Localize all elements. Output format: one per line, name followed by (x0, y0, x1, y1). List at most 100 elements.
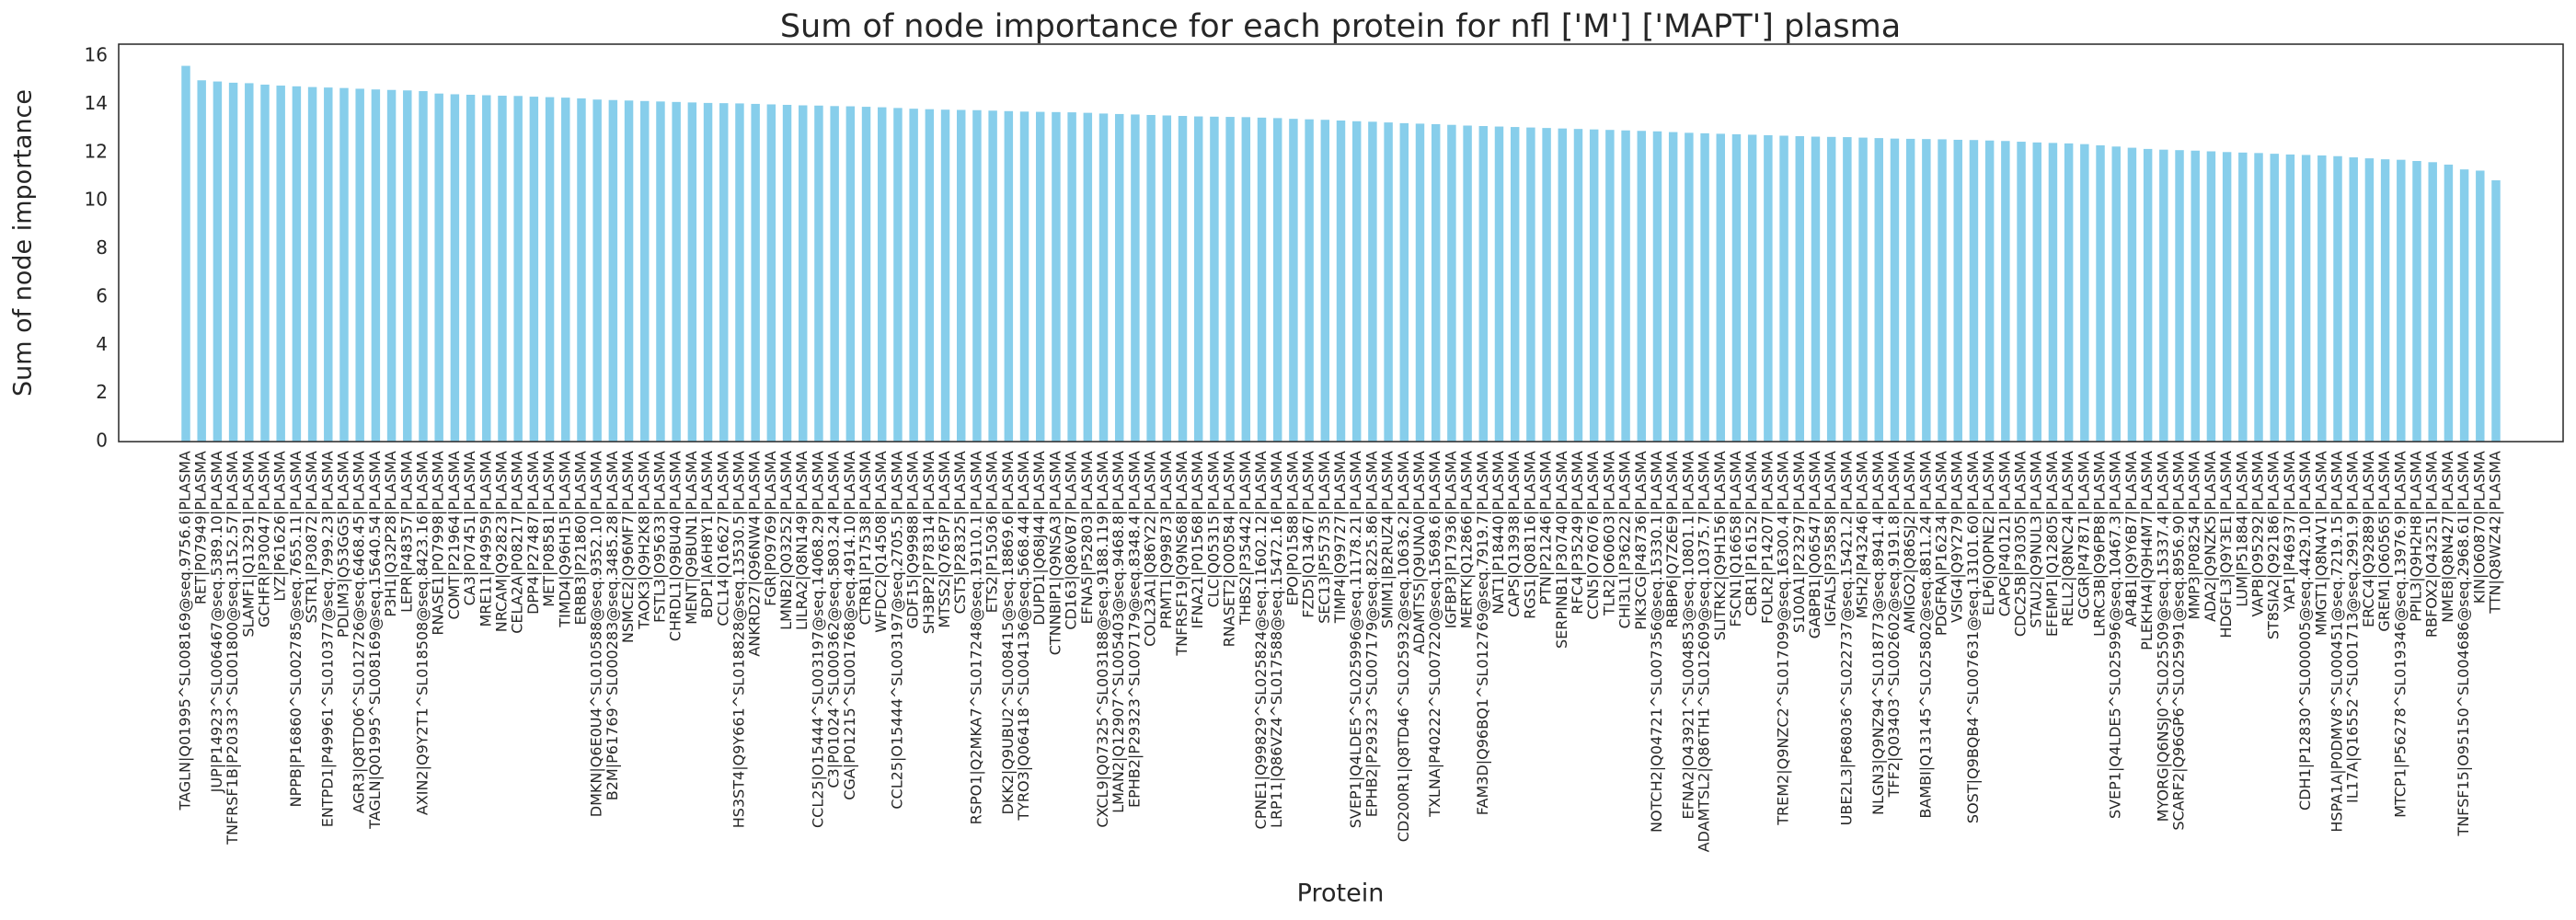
y-tick-label: 2 (96, 381, 108, 403)
x-tick-label: ADAMTSL2|Q86TH1^SL012609@seq.10375.7|PLA… (1696, 451, 1713, 852)
x-tick-label: MMP3|P08254|PLASMA (2186, 451, 2203, 620)
x-tick-label: TIMP4|Q99727|PLASMA (1331, 451, 1349, 624)
bar (1289, 119, 1298, 442)
bar (1052, 111, 1061, 442)
bar (260, 84, 270, 443)
x-tick-label: ANKRD27|Q96NW4|PLASMA (746, 451, 764, 657)
bar (1351, 121, 1362, 443)
bar (592, 99, 602, 442)
bar (1098, 113, 1109, 443)
bar (1526, 127, 1535, 442)
bar (2048, 143, 2058, 442)
bar (1731, 133, 1742, 443)
x-tick-label: NAT1|P18440|PLASMA (1489, 451, 1507, 615)
x-tick-label: CHRDL1|Q9BU40|PLASMA (667, 451, 684, 641)
x-tick-label: CELA2A|P08217|PLASMA (509, 451, 526, 634)
x-tick-label: CHI3L1|P36222|PLASMA (1616, 451, 1634, 628)
bar (1178, 116, 1188, 442)
bar (529, 97, 539, 443)
bar (2270, 154, 2279, 443)
x-tick-label: MENT|Q9BUN1|PLASMA (683, 451, 700, 625)
bar (371, 89, 381, 443)
bar (466, 94, 476, 443)
x-tick-label: FZD5|Q13467|PLASMA (1300, 451, 1317, 618)
x-tick-label: SH3BP2|P78314|PLASMA (920, 451, 937, 634)
x-tick-label: CLC|Q05315|PLASMA (1204, 451, 1222, 607)
bar (1305, 119, 1314, 443)
bar (2301, 155, 2311, 442)
bar (1131, 114, 1140, 442)
bar (1320, 120, 1330, 442)
bar (403, 90, 412, 442)
x-tick-label: IGFALS|P35858|PLASMA (1822, 451, 1839, 627)
x-tick-label: DUPD1|Q68J44|PLASMA (1030, 451, 1048, 626)
bar (2459, 169, 2469, 443)
bar (1621, 130, 1630, 443)
bar (355, 88, 364, 442)
bar (703, 102, 713, 442)
bar (1399, 122, 1409, 443)
x-tick-label: SSTR1|P30872|PLASMA (303, 451, 320, 624)
y-tick-label: 12 (85, 140, 108, 162)
bar (1826, 136, 1836, 443)
bar (324, 87, 333, 443)
bar (2491, 179, 2501, 442)
x-tick-label: IGFBP3|P17936|PLASMA (1442, 451, 1459, 628)
bar (419, 91, 428, 443)
bar (197, 80, 206, 442)
y-tick-label: 0 (96, 430, 108, 452)
x-tick-label: CTNNBIP1|Q9NSA3|PLASMA (1046, 451, 1064, 655)
bar (561, 98, 570, 443)
x-tick-label: CBR1|P16152|PLASMA (1742, 451, 1760, 616)
x-tick-label: TREM2|Q9NZC2^SL017099@seq.16300.4|PLASMA (1775, 451, 1792, 826)
y-tick-label: 6 (96, 284, 108, 306)
x-tick-label: PLEKHA4|Q9H4M7|PLASMA (2138, 451, 2156, 650)
bar (656, 101, 665, 442)
x-tick-label: TNFRSF19|Q9NS68|PLASMA (1173, 451, 1190, 657)
x-tick-label: ETS2|P15036|PLASMA (983, 451, 1001, 613)
y-axis-label: Sum of node importance (9, 89, 38, 397)
x-tick-label: NLGN3|Q9NZ94^SL018773@seq.8941.4|PLASMA (1869, 451, 1887, 815)
x-tick-label: LEPR|P48357|PLASMA (397, 451, 415, 613)
bar (228, 82, 238, 443)
bar (2064, 143, 2074, 443)
bar (687, 102, 697, 443)
x-tick-label: FOLR2|P14207|PLASMA (1758, 451, 1776, 624)
x-tick-label: P3H1|Q32P28|PLASMA (382, 451, 399, 617)
x-tick-label: TTN|Q8WZ42|PLASMA (2487, 451, 2504, 615)
bar (1478, 126, 1489, 442)
x-tick-label: RSPO1|Q2MKA7^SL017248@seq.19110.1|PLASMA (967, 451, 984, 824)
x-tick-label: FAM3D|Q96BQ1^SL012769@seq.7919.7|PLASMA (1474, 451, 1491, 815)
bar (1905, 138, 1915, 443)
bar (2096, 144, 2105, 443)
bar (782, 104, 792, 442)
x-tick-label: GCGR|P47871|PLASMA (2075, 451, 2092, 619)
x-tick-label: WFDC2|Q14508|PLASMA (872, 451, 890, 633)
x-tick-label: CCN5|O76076|PLASMA (1584, 451, 1602, 620)
bar (1162, 115, 1172, 443)
bar (213, 81, 223, 442)
x-tick-label: SERPINB1|P30740|PLASMA (1553, 451, 1570, 649)
x-tick-label: TIMD4|Q96H15|PLASMA (556, 451, 573, 628)
bar (2175, 150, 2184, 442)
bar (751, 103, 760, 442)
bar (1146, 114, 1156, 442)
bar (1811, 136, 1821, 442)
bar (2017, 142, 2026, 442)
bar (1652, 131, 1662, 442)
x-tick-label: GABPB1|Q06547|PLASMA (1806, 451, 1823, 638)
x-tick-label: MET|P08581|PLASMA (540, 451, 558, 607)
x-tick-label: NSMCE2|Q96MF7|PLASMA (619, 451, 637, 643)
bar (909, 109, 918, 443)
bar (1447, 124, 1456, 442)
bar (1874, 138, 1883, 443)
y-tick-label: 16 (85, 44, 108, 66)
bar (957, 109, 966, 442)
x-tick-label: UBE2L3|P68036^SL022737@seq.15421.2|PLASM… (1837, 451, 1855, 825)
bar (434, 93, 443, 442)
x-tick-label: DKK2|Q9UBU2^SL008415@seq.18869.6|PLASMA (999, 451, 1017, 815)
x-tick-label: SOST|Q9BQB4^SL007631@seq.13101.60|PLASMA (1964, 451, 1982, 823)
bar (893, 108, 903, 442)
x-tick-label: HDGFL3|Q9Y3E1|PLASMA (2217, 451, 2235, 638)
